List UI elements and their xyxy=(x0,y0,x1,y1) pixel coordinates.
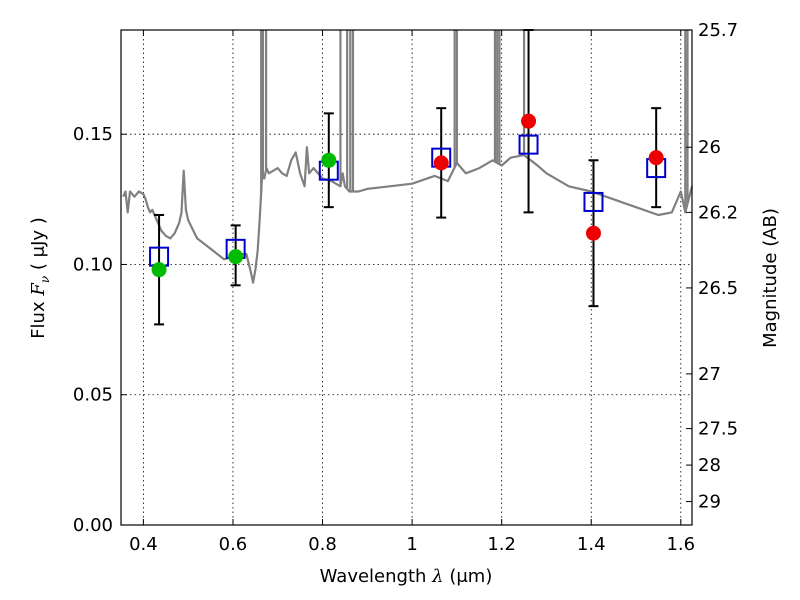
observed-photometry-point xyxy=(228,249,244,265)
y-tick-label: 0.00 xyxy=(73,515,113,536)
y-axis-label: Flux Fν ( μJy ) xyxy=(28,217,52,339)
observed-photometry-point xyxy=(648,150,664,166)
y2-tick-label: 27 xyxy=(698,364,721,385)
x-tick-label: 0.8 xyxy=(308,534,337,555)
x-tick-label: 0.6 xyxy=(219,534,248,555)
x-tick-label: 1.4 xyxy=(577,534,606,555)
spectrum-layer xyxy=(122,30,694,284)
x-axis-label: Wavelength λ (μm) xyxy=(320,566,493,587)
y2-tick-label: 25.7 xyxy=(698,20,738,41)
y2-tick-label: 26.2 xyxy=(698,202,738,223)
y2-axis-label: Magnitude (AB) xyxy=(760,208,781,348)
y-tick-label: 0.15 xyxy=(73,124,113,145)
y2-tick-label: 28 xyxy=(698,455,721,476)
grid-layer xyxy=(121,30,692,526)
spectrum-line xyxy=(122,146,694,284)
y2-tick-label: 29 xyxy=(698,492,721,513)
x-tick-label: 1 xyxy=(406,534,417,555)
x-tick-label: 1.6 xyxy=(666,534,695,555)
y2-tick-label: 26.5 xyxy=(698,278,738,299)
observed-photometry-point xyxy=(151,262,167,278)
x-tick-label: 1.2 xyxy=(487,534,516,555)
observed-photometry-point xyxy=(321,152,337,168)
y2-tick-label: 26 xyxy=(698,137,721,158)
plot-frame xyxy=(120,29,693,526)
ticks-layer: 0.4 0.6 0.8 1 1.2 1.4 1.6 0.00 0.05 0.10 0.15 25.7 2… xyxy=(73,20,738,555)
observed-photometry-point xyxy=(521,113,537,129)
observed-photometry-point xyxy=(433,155,449,171)
x-tick-label: 0.4 xyxy=(129,534,158,555)
model-photometry-square xyxy=(583,191,604,212)
y-tick-label: 0.10 xyxy=(73,254,113,275)
y2-tick-label: 27.5 xyxy=(698,419,738,440)
points-layer xyxy=(149,29,667,326)
y-tick-label: 0.05 xyxy=(73,385,113,406)
model-photometry-square xyxy=(518,134,539,155)
observed-photometry-point xyxy=(585,225,601,241)
